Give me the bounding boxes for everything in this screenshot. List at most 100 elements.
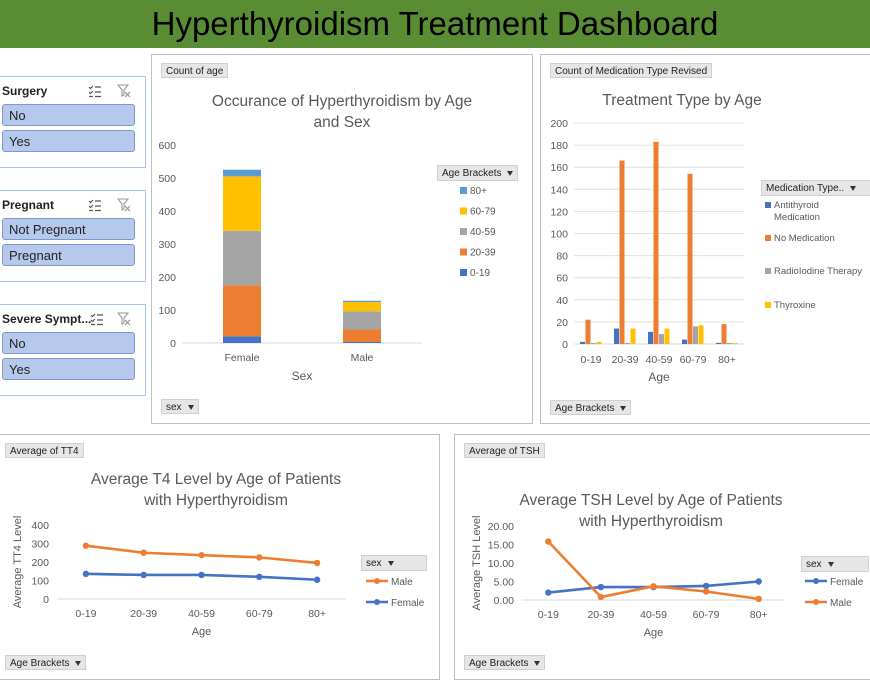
- multi-select-icon[interactable]: [88, 84, 102, 98]
- value-field-button[interactable]: Count of age: [161, 63, 229, 78]
- bar-segment-0-19: [223, 336, 261, 343]
- data-point-female: [313, 576, 321, 583]
- y-tick-label: 180: [550, 140, 568, 152]
- legend-label: 80+: [470, 186, 487, 197]
- legend-swatch: [765, 268, 771, 274]
- legend-field-button[interactable]: Age Brackets: [437, 165, 519, 181]
- line-chart: Average T4 Level by Age of Patients with …: [12, 471, 425, 638]
- dropdown-arrow-icon: [187, 404, 194, 410]
- slicer-pregnant: Pregnant Not Pregnant Pregnant: [0, 190, 146, 282]
- data-point-male: [140, 549, 147, 556]
- slicer-item-no[interactable]: No: [2, 104, 135, 126]
- legend-label: Female: [391, 598, 425, 609]
- x-tick-label: 80+: [308, 608, 326, 620]
- x-tick-label: 20-39: [130, 608, 157, 620]
- y-tick-label: 20: [556, 317, 568, 329]
- clustered-bar-chart: Treatment Type by Age 0 20 40 60 80 100 120 140 1…: [550, 92, 862, 384]
- value-field-button[interactable]: Count of Medication Type Revised: [550, 63, 713, 78]
- bar-segment-20-39: [343, 329, 381, 343]
- bar-RadioIodine-Therapy: [591, 342, 596, 344]
- legend-label: Male: [391, 577, 413, 588]
- y-tick-label: 160: [550, 162, 568, 174]
- x-tick-label: Male: [351, 352, 374, 364]
- slicer-title: Pregnant: [2, 198, 55, 212]
- row-field-button[interactable]: Age Brackets: [5, 655, 87, 670]
- row-field-button[interactable]: Age Brackets: [550, 400, 632, 415]
- bar-Thyroxine: [596, 341, 602, 344]
- data-point-male: [650, 583, 657, 590]
- y-tick-label: 140: [550, 184, 568, 196]
- legend-label: Medication: [774, 212, 820, 223]
- row-field-button[interactable]: Age Brackets: [464, 655, 546, 670]
- slicer-item-pregnant[interactable]: Pregnant: [2, 244, 135, 266]
- bar-Thyroxine: [664, 328, 670, 344]
- dropdown-arrow-icon: [507, 170, 514, 176]
- clear-filter-icon[interactable]: [117, 198, 131, 212]
- legend-swatch: [460, 187, 467, 194]
- bar-No-Medication: [619, 160, 625, 344]
- multi-select-icon[interactable]: [90, 312, 104, 326]
- data-point-male: [82, 542, 90, 549]
- y-tick-label: 20.00: [488, 521, 514, 533]
- bar-RadioIodine-Therapy: [727, 342, 732, 344]
- slicer-title: Surgery: [2, 84, 48, 98]
- y-axis-label: Average TSH Level: [471, 516, 483, 611]
- data-point-female: [755, 578, 762, 585]
- data-point-male: [256, 554, 263, 561]
- x-tick-label: 40-59: [646, 354, 673, 366]
- legend-field-button[interactable]: Medication Type..: [761, 180, 870, 196]
- chart-title: Average T4 Level by Age of Patients: [91, 471, 341, 488]
- legend-swatch: [765, 235, 771, 241]
- x-tick-label: 40-59: [188, 608, 215, 620]
- data-point-female: [140, 571, 147, 579]
- legend-swatch: [460, 248, 467, 256]
- dropdown-arrow-icon: [850, 185, 857, 191]
- bar-No-Medication: [721, 324, 727, 344]
- x-axis-label: Age: [648, 370, 670, 384]
- chart-panel-age-sex: Occurance of Hyperthyroidism by Age and S…: [151, 54, 533, 424]
- y-tick-label: 5.00: [494, 577, 515, 589]
- chart-title: Occurance of Hyperthyroidism by Age: [212, 93, 472, 110]
- slicer-item-no[interactable]: No: [2, 332, 135, 354]
- data-point-male: [198, 551, 205, 559]
- multi-select-icon[interactable]: [88, 198, 102, 212]
- slicer-item-not-pregnant[interactable]: Not Pregnant: [2, 218, 135, 240]
- bar-No-Medication: [653, 141, 659, 344]
- legend-label: 40-59: [470, 227, 496, 238]
- x-axis-label: Age: [644, 627, 664, 639]
- y-tick-label: 0: [562, 339, 568, 351]
- legend-field-label: sex: [366, 558, 382, 569]
- bar-segment-60-79: [223, 176, 261, 231]
- chart-title: Treatment Type by Age: [602, 92, 761, 109]
- legend-swatch: [765, 302, 771, 308]
- legend-swatch: [460, 228, 467, 235]
- slicer-item-yes[interactable]: Yes: [2, 130, 135, 152]
- clear-filter-icon[interactable]: [117, 84, 131, 98]
- legend-field-button[interactable]: sex: [801, 556, 869, 572]
- data-point-male: [597, 593, 605, 601]
- x-tick-label: 60-79: [680, 354, 707, 366]
- slicer-item-yes[interactable]: Yes: [2, 358, 135, 380]
- value-field-button[interactable]: Average of TT4: [5, 443, 84, 458]
- row-field-label: Age Brackets: [469, 658, 529, 669]
- x-axis-label: Age: [192, 626, 212, 638]
- legend-marker: [813, 578, 819, 584]
- legend-label: Thyroxine: [774, 300, 816, 311]
- row-field-button[interactable]: sex: [161, 399, 199, 414]
- value-field-button[interactable]: Average of TSH: [464, 443, 545, 458]
- clear-filter-icon[interactable]: [117, 312, 131, 326]
- legend-field-button[interactable]: sex: [361, 555, 427, 571]
- y-tick-label: 0: [43, 594, 49, 606]
- data-point-female: [597, 583, 605, 591]
- y-tick-label: 0: [170, 338, 176, 350]
- x-tick-label: 60-79: [693, 609, 720, 621]
- y-tick-label: 60: [556, 273, 568, 285]
- dropdown-arrow-icon: [387, 560, 394, 566]
- legend-marker: [374, 578, 380, 584]
- dropdown-arrow-icon: [827, 561, 834, 567]
- y-tick-label: 200: [158, 272, 176, 284]
- row-field-label: Age Brackets: [10, 658, 70, 669]
- slicer-severe-symptoms: Severe Sympt... No Yes: [0, 304, 146, 396]
- data-point-female: [82, 570, 90, 578]
- data-point-female: [702, 582, 710, 590]
